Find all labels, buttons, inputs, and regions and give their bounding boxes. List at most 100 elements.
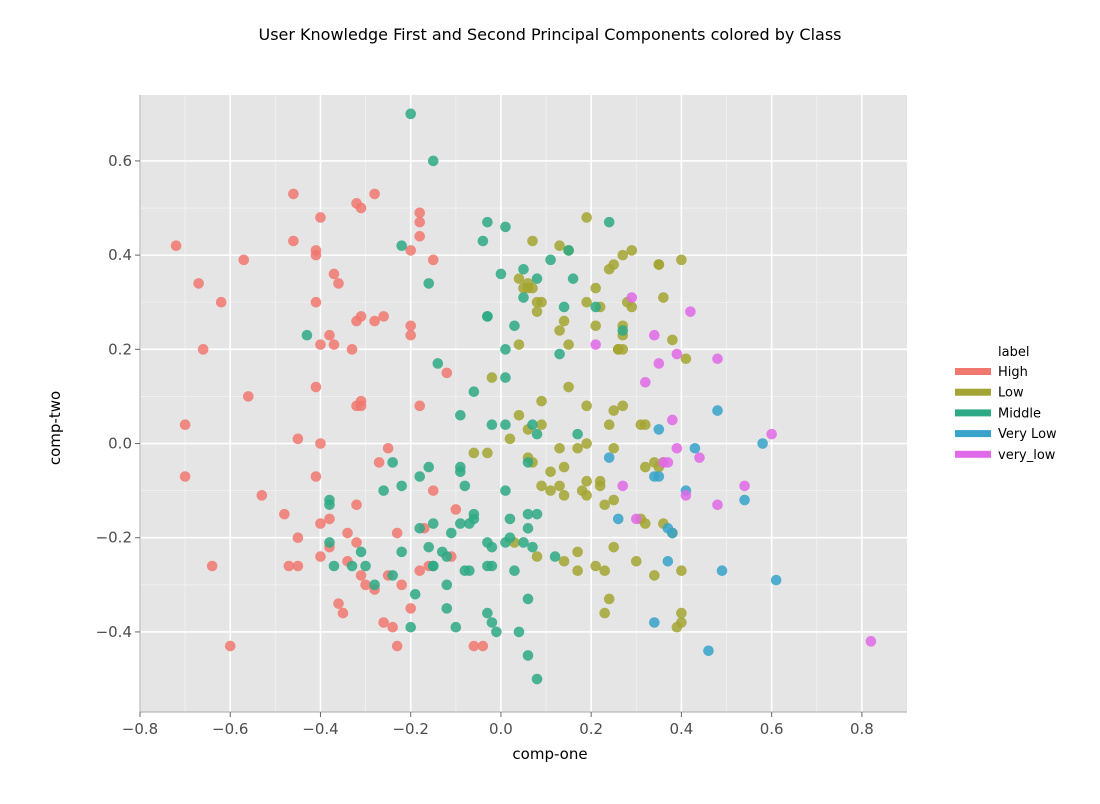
data-point <box>450 504 462 515</box>
data-point <box>590 301 601 313</box>
data-point <box>324 513 335 525</box>
data-point <box>337 607 349 619</box>
series-very-low <box>590 292 877 647</box>
data-point <box>324 537 335 548</box>
data-point <box>545 485 556 496</box>
data-point <box>396 579 407 591</box>
data-point <box>594 480 606 492</box>
data-point <box>630 513 642 525</box>
data-points <box>170 108 877 685</box>
data-point <box>617 400 629 412</box>
data-point <box>703 645 714 657</box>
data-point <box>351 400 362 412</box>
data-point <box>500 485 511 496</box>
data-point <box>500 221 511 233</box>
data-point <box>215 296 227 308</box>
x-tick-label: 0.4 <box>669 720 693 738</box>
data-point <box>712 353 723 365</box>
data-point <box>513 273 525 284</box>
legend-label: Middle <box>998 406 1041 421</box>
y-tick-label: −0.2 <box>96 529 132 547</box>
data-point <box>409 588 421 600</box>
data-point <box>432 358 444 369</box>
data-point <box>653 358 665 369</box>
data-point <box>355 202 367 214</box>
data-point <box>536 419 547 430</box>
data-point <box>558 555 570 567</box>
data-point <box>513 409 525 421</box>
data-point <box>414 565 426 577</box>
data-point <box>482 607 493 619</box>
data-point <box>315 518 326 529</box>
data-point <box>572 565 583 577</box>
data-point <box>531 428 543 440</box>
data-point <box>712 405 723 416</box>
data-point <box>599 607 611 619</box>
data-point <box>599 499 611 511</box>
data-point <box>427 254 439 266</box>
data-point <box>549 551 561 562</box>
data-point <box>509 565 520 577</box>
data-point <box>676 254 687 266</box>
x-tick-label: 0.6 <box>760 720 784 738</box>
data-point <box>554 442 565 454</box>
data-point <box>509 320 520 332</box>
data-point <box>522 523 534 534</box>
data-point <box>527 419 538 430</box>
data-point <box>486 419 498 430</box>
x-tick-label: −0.6 <box>212 720 248 738</box>
data-point <box>292 560 304 572</box>
data-point <box>712 499 723 511</box>
data-point <box>301 329 313 341</box>
data-point <box>373 457 385 468</box>
data-point <box>617 325 629 336</box>
data-point <box>310 296 322 308</box>
data-point <box>649 329 660 341</box>
data-point <box>581 438 592 449</box>
data-point <box>554 480 565 492</box>
data-point <box>446 527 457 539</box>
data-point <box>558 301 570 313</box>
data-point <box>351 499 362 511</box>
data-point <box>351 537 362 548</box>
data-point <box>608 259 620 270</box>
data-point <box>292 433 304 445</box>
data-point <box>581 490 592 501</box>
data-point <box>667 414 678 426</box>
data-point <box>333 278 344 289</box>
data-point <box>378 485 389 496</box>
data-point <box>405 320 417 332</box>
data-point <box>689 442 701 454</box>
data-point <box>676 617 687 628</box>
data-point <box>482 216 493 228</box>
data-point <box>468 640 480 652</box>
data-point <box>405 245 417 256</box>
data-point <box>694 452 705 463</box>
data-point <box>333 598 344 609</box>
data-point <box>603 593 615 605</box>
legend-label: High <box>998 365 1028 380</box>
data-point <box>649 617 660 628</box>
data-point <box>360 560 371 572</box>
series-high <box>170 188 489 652</box>
data-point <box>468 386 480 398</box>
data-point <box>504 513 516 525</box>
data-point <box>554 325 565 336</box>
data-point <box>685 306 696 317</box>
data-point <box>667 334 678 346</box>
data-point <box>315 212 326 223</box>
data-point <box>491 626 502 638</box>
data-point <box>531 306 543 317</box>
data-point <box>328 268 340 280</box>
data-point <box>455 518 466 529</box>
data-point <box>396 240 407 252</box>
data-point <box>423 461 435 473</box>
data-point <box>563 381 574 393</box>
axes <box>135 95 907 717</box>
data-point <box>572 428 583 440</box>
data-point <box>608 405 620 416</box>
data-point <box>554 240 565 252</box>
x-tick-label: 0.8 <box>850 720 874 738</box>
legend-item: High <box>955 365 1028 380</box>
data-point <box>513 626 525 638</box>
